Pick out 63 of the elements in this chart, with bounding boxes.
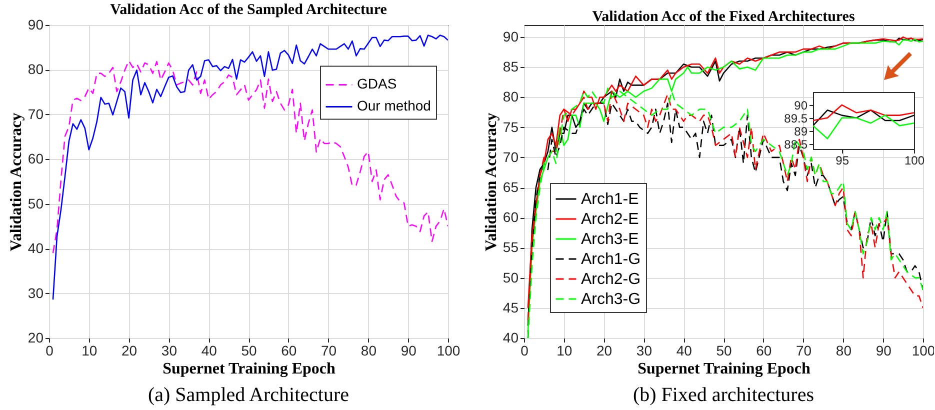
x-axis-title: Supernet Training Epoch xyxy=(162,360,336,378)
y-tick-label: 45 xyxy=(502,299,519,316)
line-series xyxy=(813,114,914,140)
y-tick-label: 40 xyxy=(502,330,519,346)
x-tick-label: 80 xyxy=(836,342,852,358)
legend-label: Arch2-G xyxy=(581,271,641,288)
x-tick-label: 10 xyxy=(556,342,572,358)
x-tick-label: 0 xyxy=(46,342,54,358)
line-series xyxy=(813,109,914,126)
legend-label: Arch1-G xyxy=(581,251,641,268)
line-series xyxy=(813,104,914,122)
x-tick-label: 95 xyxy=(836,154,850,168)
legend-label: Our method xyxy=(357,98,431,114)
x-tick-label: 90 xyxy=(400,342,417,358)
y-tick-label: 80 xyxy=(502,88,519,105)
y-tick-label: 50 xyxy=(28,195,44,212)
x-tick-label: 50 xyxy=(241,342,257,358)
chart-title: Validation Acc of the Sampled Architecture xyxy=(110,2,388,18)
y-tick-label: 50 xyxy=(502,269,519,286)
x-tick-label: 90 xyxy=(876,342,892,358)
y-tick-label: 65 xyxy=(502,179,519,196)
y-tick-label: 40 xyxy=(28,240,44,256)
x-tick-label: 10 xyxy=(82,342,98,358)
y-tick-label: 70 xyxy=(28,106,44,122)
x-tick-label: 40 xyxy=(201,342,218,358)
x-tick-label: 60 xyxy=(281,342,297,358)
x-tick-label: 0 xyxy=(520,342,529,358)
legend-label: Arch3-G xyxy=(581,291,641,308)
y-tick-label: 89 xyxy=(794,124,808,138)
x-tick-label: 40 xyxy=(676,342,692,358)
x-tick-label: 20 xyxy=(596,342,612,358)
x-tick-label: 100 xyxy=(904,154,925,168)
y-tick-label: 85 xyxy=(502,58,519,75)
line-series xyxy=(52,60,448,254)
text: (b) Fixed architectures xyxy=(632,384,816,407)
x-tick-label: 50 xyxy=(716,342,732,358)
y-tick-label: 30 xyxy=(28,284,44,301)
x-axis-title: Supernet Training Epoch xyxy=(638,360,810,378)
y-tick-label: 90 xyxy=(794,98,808,112)
y-axis-title: Validation Accuracy xyxy=(482,112,500,252)
x-tick-label: 30 xyxy=(636,342,652,358)
x-tick-label: 80 xyxy=(360,342,377,358)
x-tick-label: 30 xyxy=(161,342,178,358)
chart-title: Validation Acc of the Fixed Architectures xyxy=(592,9,855,25)
legend-label: Arch2-E xyxy=(581,211,639,228)
y-tick-label: 89.5 xyxy=(784,111,808,126)
line-series xyxy=(52,34,448,300)
y-axis-title: Validation Accuracy xyxy=(8,112,25,252)
x-tick-label: 60 xyxy=(756,342,772,358)
y-tick-label: 90 xyxy=(28,16,44,32)
y-tick-label: 20 xyxy=(28,330,44,346)
y-tick-label: 90 xyxy=(502,28,519,45)
y-tick-label: 55 xyxy=(502,239,519,256)
text: (a) Sampled Architecture xyxy=(146,384,350,407)
legend-label: Arch1-E xyxy=(581,191,639,208)
x-tick-label: 70 xyxy=(321,342,337,358)
y-tick-label: 60 xyxy=(502,209,519,226)
legend-label: GDAS xyxy=(357,76,397,92)
y-tick-label: 80 xyxy=(28,61,44,78)
x-tick-label: 100 xyxy=(436,342,460,358)
x-tick-label: 20 xyxy=(122,342,138,358)
legend-label: Arch3-E xyxy=(581,231,639,248)
y-tick-label: 75 xyxy=(502,118,519,135)
